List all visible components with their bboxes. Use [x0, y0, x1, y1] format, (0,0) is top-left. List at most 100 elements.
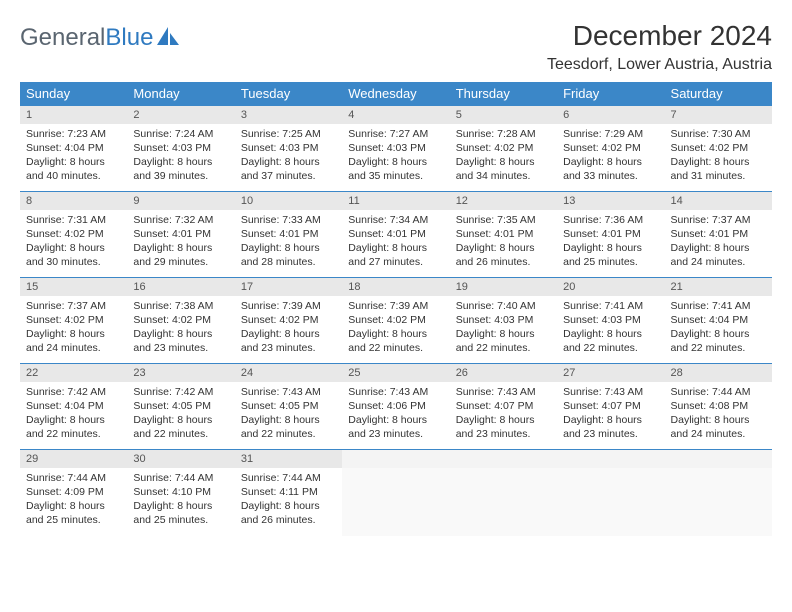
sunrise-text: Sunrise: 7:43 AM: [563, 385, 658, 399]
day-cell: Sunrise: 7:43 AMSunset: 4:07 PMDaylight:…: [557, 382, 664, 450]
header: GeneralBlue December 2024 Teesdorf, Lowe…: [20, 20, 772, 74]
day-number: 7: [665, 106, 772, 124]
day-header: Tuesday: [235, 82, 342, 106]
daylight-text-2: and 22 minutes.: [348, 341, 443, 355]
day-cell: Sunrise: 7:39 AMSunset: 4:02 PMDaylight:…: [235, 296, 342, 364]
daylight-text-2: and 25 minutes.: [26, 513, 121, 527]
sunset-text: Sunset: 4:04 PM: [671, 313, 766, 327]
daylight-text-1: Daylight: 8 hours: [26, 499, 121, 513]
daylight-text-2: and 23 minutes.: [241, 341, 336, 355]
day-cell: Sunrise: 7:41 AMSunset: 4:04 PMDaylight:…: [665, 296, 772, 364]
day-cell: Sunrise: 7:37 AMSunset: 4:01 PMDaylight:…: [665, 210, 772, 278]
daylight-text-1: Daylight: 8 hours: [133, 155, 228, 169]
day-cell: Sunrise: 7:43 AMSunset: 4:07 PMDaylight:…: [450, 382, 557, 450]
sunset-text: Sunset: 4:07 PM: [456, 399, 551, 413]
daylight-text-2: and 40 minutes.: [26, 169, 121, 183]
content-row: Sunrise: 7:42 AMSunset: 4:04 PMDaylight:…: [20, 382, 772, 450]
sunrise-text: Sunrise: 7:34 AM: [348, 213, 443, 227]
daylight-text-1: Daylight: 8 hours: [26, 155, 121, 169]
sunset-text: Sunset: 4:02 PM: [133, 313, 228, 327]
sunrise-text: Sunrise: 7:44 AM: [671, 385, 766, 399]
day-header: Monday: [127, 82, 234, 106]
daylight-text-2: and 35 minutes.: [348, 169, 443, 183]
content-row: Sunrise: 7:37 AMSunset: 4:02 PMDaylight:…: [20, 296, 772, 364]
sunset-text: Sunset: 4:11 PM: [241, 485, 336, 499]
daylight-text-1: Daylight: 8 hours: [26, 327, 121, 341]
daylight-text-1: Daylight: 8 hours: [241, 241, 336, 255]
day-header: Friday: [557, 82, 664, 106]
daylight-text-1: Daylight: 8 hours: [456, 155, 551, 169]
day-cell: [450, 468, 557, 536]
day-number: 21: [665, 278, 772, 296]
sunset-text: Sunset: 4:07 PM: [563, 399, 658, 413]
sunrise-text: Sunrise: 7:32 AM: [133, 213, 228, 227]
calendar-table: Sunday Monday Tuesday Wednesday Thursday…: [20, 82, 772, 536]
sunrise-text: Sunrise: 7:25 AM: [241, 127, 336, 141]
day-cell: Sunrise: 7:37 AMSunset: 4:02 PMDaylight:…: [20, 296, 127, 364]
sunrise-text: Sunrise: 7:39 AM: [241, 299, 336, 313]
sunrise-text: Sunrise: 7:40 AM: [456, 299, 551, 313]
day-number: 27: [557, 364, 664, 382]
day-cell: Sunrise: 7:24 AMSunset: 4:03 PMDaylight:…: [127, 124, 234, 192]
sunrise-text: Sunrise: 7:23 AM: [26, 127, 121, 141]
daylight-text-1: Daylight: 8 hours: [241, 155, 336, 169]
logo: GeneralBlue: [20, 20, 179, 52]
day-number: 6: [557, 106, 664, 124]
daylight-text-2: and 29 minutes.: [133, 255, 228, 269]
day-cell: Sunrise: 7:28 AMSunset: 4:02 PMDaylight:…: [450, 124, 557, 192]
sunrise-text: Sunrise: 7:42 AM: [133, 385, 228, 399]
content-row: Sunrise: 7:23 AMSunset: 4:04 PMDaylight:…: [20, 124, 772, 192]
daylight-text-2: and 28 minutes.: [241, 255, 336, 269]
day-number: 30: [127, 450, 234, 468]
sunset-text: Sunset: 4:02 PM: [241, 313, 336, 327]
daylight-text-2: and 22 minutes.: [133, 427, 228, 441]
daylight-text-2: and 25 minutes.: [133, 513, 228, 527]
day-number: 26: [450, 364, 557, 382]
day-number: 3: [235, 106, 342, 124]
sunrise-text: Sunrise: 7:44 AM: [241, 471, 336, 485]
day-cell: Sunrise: 7:31 AMSunset: 4:02 PMDaylight:…: [20, 210, 127, 278]
daylight-text-2: and 31 minutes.: [671, 169, 766, 183]
daylight-text-1: Daylight: 8 hours: [348, 327, 443, 341]
content-row: Sunrise: 7:31 AMSunset: 4:02 PMDaylight:…: [20, 210, 772, 278]
day-number: 10: [235, 192, 342, 210]
day-number: [450, 450, 557, 468]
day-cell: [342, 468, 449, 536]
day-number: 5: [450, 106, 557, 124]
daylight-text-1: Daylight: 8 hours: [563, 241, 658, 255]
sunrise-text: Sunrise: 7:28 AM: [456, 127, 551, 141]
daylight-text-2: and 24 minutes.: [671, 427, 766, 441]
day-number: 18: [342, 278, 449, 296]
sunset-text: Sunset: 4:04 PM: [26, 399, 121, 413]
sunrise-text: Sunrise: 7:42 AM: [26, 385, 121, 399]
daynum-row: 891011121314: [20, 192, 772, 210]
day-number: 1: [20, 106, 127, 124]
daylight-text-1: Daylight: 8 hours: [133, 241, 228, 255]
day-number: 13: [557, 192, 664, 210]
daylight-text-2: and 26 minutes.: [241, 513, 336, 527]
daylight-text-2: and 27 minutes.: [348, 255, 443, 269]
sunrise-text: Sunrise: 7:41 AM: [671, 299, 766, 313]
sunrise-text: Sunrise: 7:43 AM: [241, 385, 336, 399]
day-number: 29: [20, 450, 127, 468]
day-number: 19: [450, 278, 557, 296]
day-number: 23: [127, 364, 234, 382]
day-cell: Sunrise: 7:44 AMSunset: 4:11 PMDaylight:…: [235, 468, 342, 536]
day-number: [665, 450, 772, 468]
calendar-page: GeneralBlue December 2024 Teesdorf, Lowe…: [0, 0, 792, 546]
sunrise-text: Sunrise: 7:33 AM: [241, 213, 336, 227]
sunrise-text: Sunrise: 7:43 AM: [348, 385, 443, 399]
sunset-text: Sunset: 4:01 PM: [348, 227, 443, 241]
day-cell: Sunrise: 7:43 AMSunset: 4:06 PMDaylight:…: [342, 382, 449, 450]
day-header: Thursday: [450, 82, 557, 106]
sunset-text: Sunset: 4:02 PM: [456, 141, 551, 155]
daynum-row: 22232425262728: [20, 364, 772, 382]
sunset-text: Sunset: 4:02 PM: [348, 313, 443, 327]
sunset-text: Sunset: 4:02 PM: [671, 141, 766, 155]
daylight-text-1: Daylight: 8 hours: [456, 413, 551, 427]
daylight-text-1: Daylight: 8 hours: [26, 241, 121, 255]
daylight-text-2: and 22 minutes.: [26, 427, 121, 441]
daylight-text-1: Daylight: 8 hours: [241, 413, 336, 427]
day-number: 12: [450, 192, 557, 210]
day-number: 31: [235, 450, 342, 468]
